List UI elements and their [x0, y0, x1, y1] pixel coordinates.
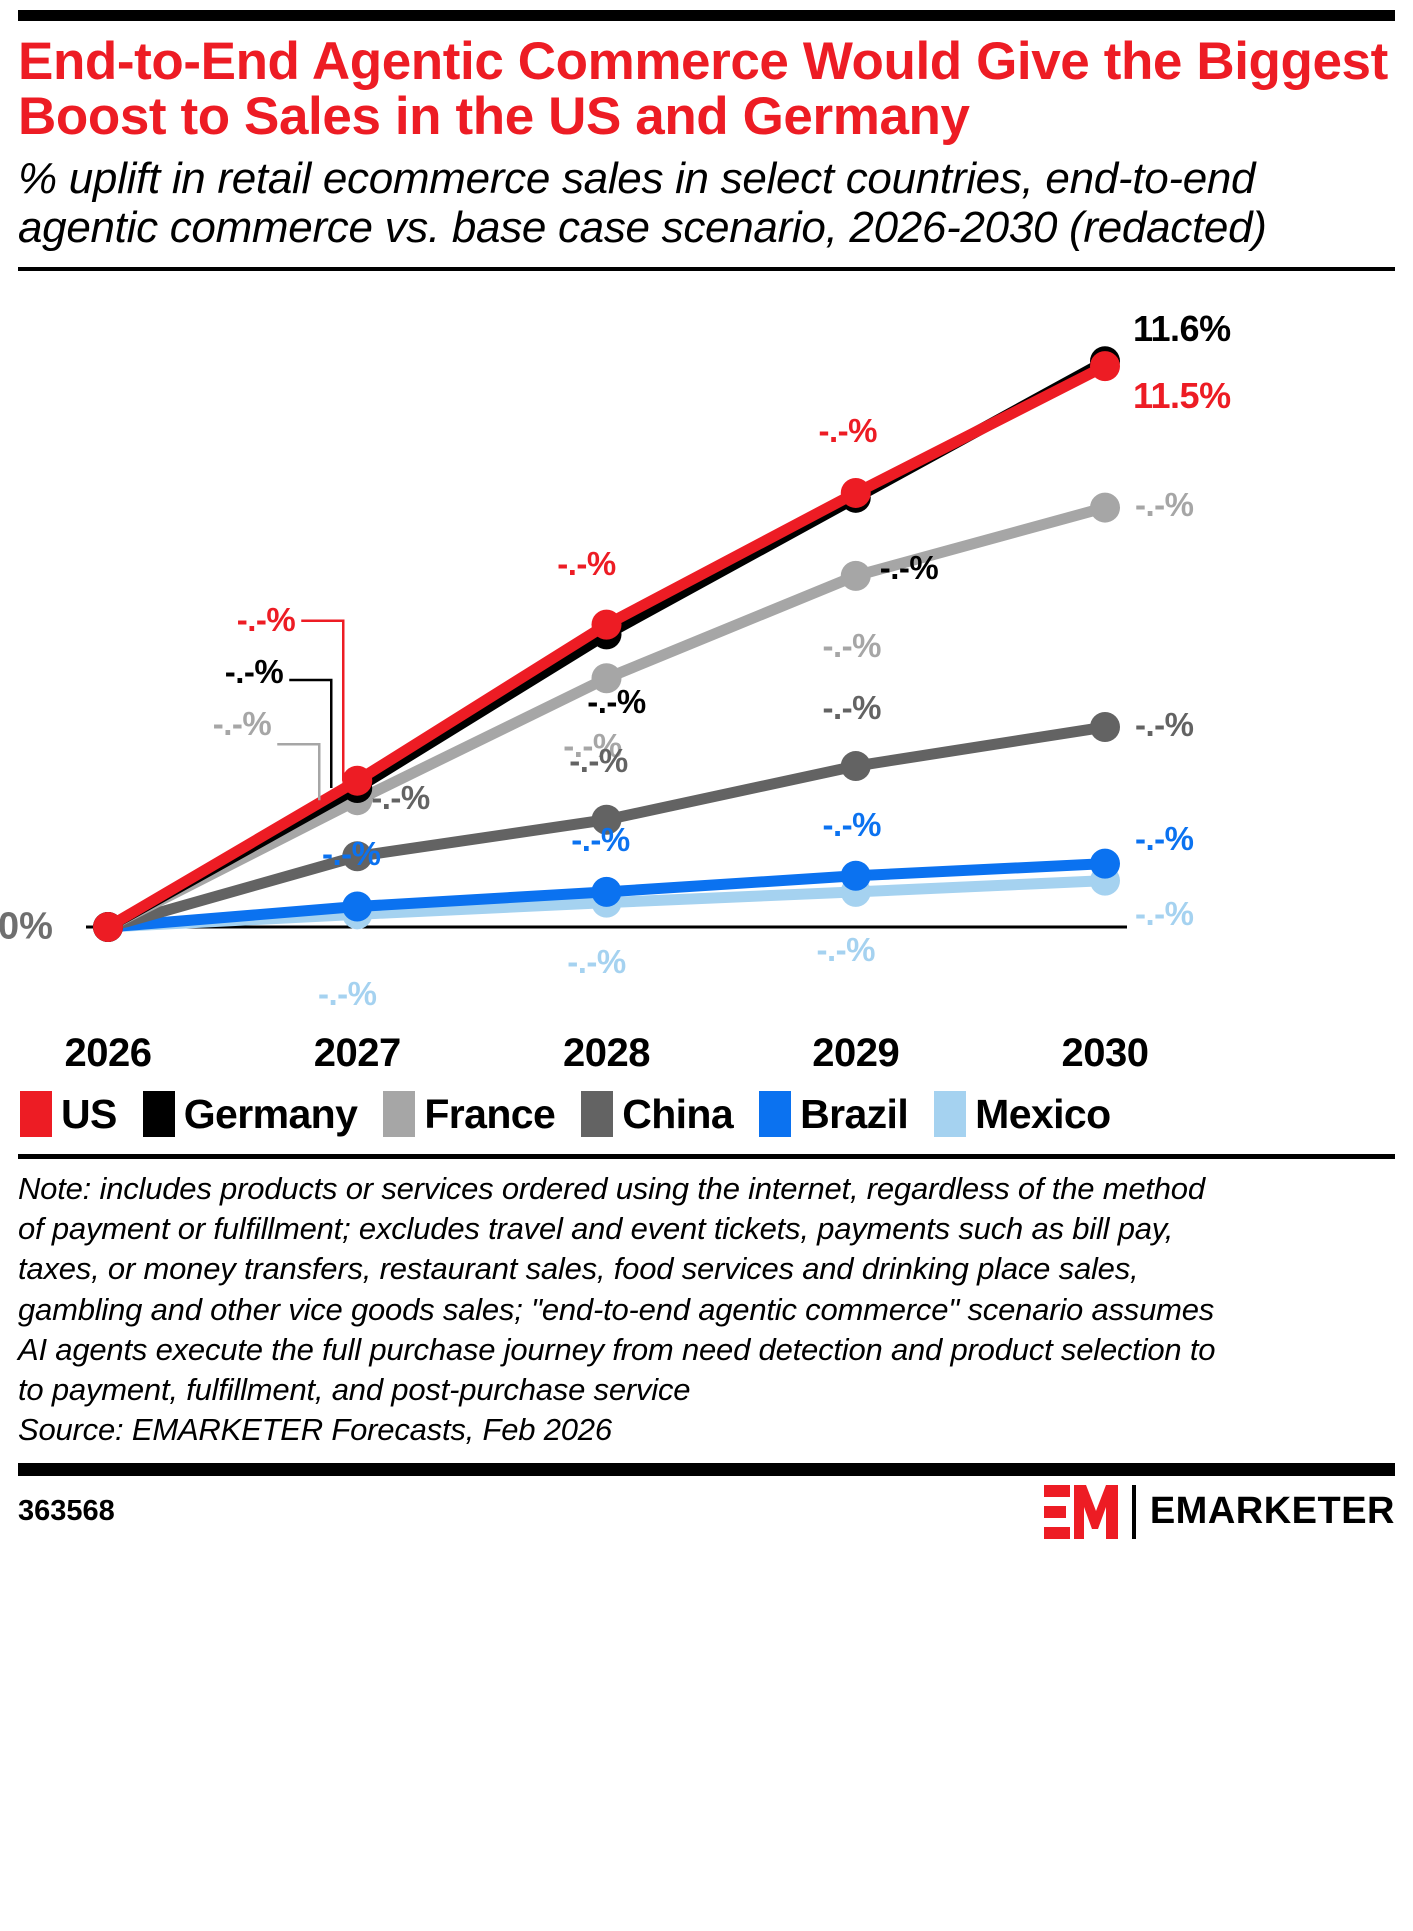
legend-item-label: France [424, 1090, 556, 1137]
label-germany-2027: -.-% [224, 653, 284, 691]
page-title: End-to-End Agentic Commerce Would Give t… [18, 32, 1388, 146]
x-axis-label-2026: 2026 [64, 1030, 152, 1075]
end-label-france: -.-% [1134, 486, 1194, 524]
label-brazil-2028: -.-% [571, 820, 630, 858]
legend-item-label: Brazil [800, 1090, 909, 1137]
data-point-us-2028 [591, 609, 622, 640]
data-point-china-2029 [840, 750, 871, 781]
y-axis-zero-label: 0% [0, 905, 53, 948]
data-point-us-2026 [93, 911, 123, 942]
data-point-brazil-2030 [1090, 848, 1120, 879]
data-point-us-2030 [1090, 350, 1120, 381]
title-divider [18, 266, 1395, 271]
data-point-brazil-2028 [591, 876, 622, 907]
end-label-us: 11.5% [1133, 374, 1231, 416]
legend-swatch-icon [20, 1091, 52, 1138]
legend-item-germany[interactable]: Germany [142, 1090, 358, 1138]
legend-item-china[interactable]: China [581, 1090, 734, 1138]
emarketer-logo: EMARKETER [1043, 1484, 1395, 1539]
label-china-2028: -.-% [569, 742, 628, 780]
data-point-china-2030 [1090, 711, 1120, 742]
data-point-us-2027 [342, 765, 373, 796]
note-line: of payment or fulfillment; excludes trav… [18, 1210, 1174, 1246]
note-line: AI agents execute the full purchase jour… [18, 1331, 1216, 1367]
legend-item-label: US [61, 1090, 117, 1137]
label-france-2028: -.-% [563, 726, 622, 764]
chart-footer: 363568 EMARKETER [18, 1476, 1395, 1548]
x-axis-label-2028: 2028 [563, 1030, 650, 1075]
line-chart: 11.6% 11.5% -.-% -.-% -.-% -.-% -.-% -.-% -.-% -.… [0, 277, 1395, 1077]
data-point-france-2028 [591, 662, 622, 693]
note-line: Note: includes products or services orde… [18, 1170, 1205, 1206]
data-point-brazil-2027 [342, 891, 373, 922]
label-us-2029: -.-% [818, 411, 878, 449]
callout-leader-germany [289, 678, 333, 788]
x-axis-label-2029: 2029 [812, 1030, 900, 1075]
chart-note: Note: includes products or services orde… [18, 1169, 1395, 1451]
label-germany-2029: -.-% [879, 548, 939, 586]
label-us-2028: -.-% [557, 545, 616, 583]
data-point-france-2029 [840, 560, 871, 591]
legend-swatch-icon [934, 1091, 967, 1138]
legend-item-label: Germany [183, 1090, 358, 1137]
callout-leader-france [277, 742, 321, 800]
brand-name: EMARKETER [1149, 1490, 1395, 1533]
logo-divider [1131, 1484, 1136, 1539]
footer-divider [18, 1462, 1395, 1476]
note-line: taxes, or money transfers, restaurant sa… [18, 1251, 1139, 1287]
x-axis-label-2027: 2027 [313, 1030, 401, 1075]
legend-item-france[interactable]: France [383, 1090, 556, 1138]
label-france-2029: -.-% [822, 626, 882, 664]
label-germany-2028: -.-% [587, 683, 646, 721]
x-axis-label-2030: 2030 [1061, 1030, 1149, 1075]
label-mexico-2028: -.-% [567, 943, 626, 981]
chart-canvas [86, 345, 1127, 942]
top-rule [18, 10, 1395, 21]
legend-item-us[interactable]: US [20, 1091, 117, 1138]
label-brazil-2027: -.-% [322, 835, 381, 873]
legend-swatch-icon [383, 1091, 416, 1138]
end-label-brazil: -.-% [1134, 820, 1194, 858]
end-label-mexico: -.-% [1134, 895, 1194, 933]
end-label-china: -.-% [1134, 705, 1194, 743]
label-us-2027: -.-% [236, 601, 296, 639]
legend-swatch-icon [581, 1091, 614, 1138]
chart-id: 363568 [18, 1495, 115, 1528]
chart-legend: US Germany France China Brazil Mexico [20, 1091, 1395, 1138]
legend-swatch-icon [759, 1091, 792, 1138]
legend-item-label: Mexico [975, 1090, 1111, 1137]
data-point-china-2027 [342, 840, 373, 871]
data-point-china-2028 [591, 804, 622, 835]
label-china-2027: -.-% [371, 778, 430, 816]
label-mexico-2027: -.-% [318, 975, 377, 1012]
label-brazil-2029: -.-% [822, 806, 882, 844]
label-france-2027: -.-% [212, 705, 272, 743]
data-point-france-2030 [1090, 492, 1120, 523]
legend-item-mexico[interactable]: Mexico [934, 1090, 1111, 1138]
note-line: gambling and other vice goods sales; "en… [18, 1291, 1215, 1327]
chart-page: End-to-End Agentic Commerce Would Give t… [0, 10, 1413, 1931]
legend-swatch-icon [142, 1091, 175, 1138]
data-point-us-2029 [840, 477, 871, 508]
note-line: to payment, fulfillment, and post-purcha… [18, 1372, 691, 1408]
label-china-2029: -.-% [822, 688, 882, 726]
legend-item-brazil[interactable]: Brazil [759, 1090, 909, 1138]
legend-divider [18, 1153, 1395, 1159]
legend-item-label: China [622, 1090, 734, 1137]
em-logomark-icon [1043, 1484, 1118, 1539]
data-point-brazil-2029 [840, 860, 871, 891]
source-line: Source: EMARKETER Forecasts, Feb 2026 [18, 1412, 612, 1448]
label-mexico-2029: -.-% [816, 930, 876, 968]
callout-leader-us [301, 619, 345, 781]
page-subtitle: % uplift in retail ecommerce sales in se… [18, 154, 1267, 253]
end-label-germany: 11.6% [1133, 307, 1231, 349]
